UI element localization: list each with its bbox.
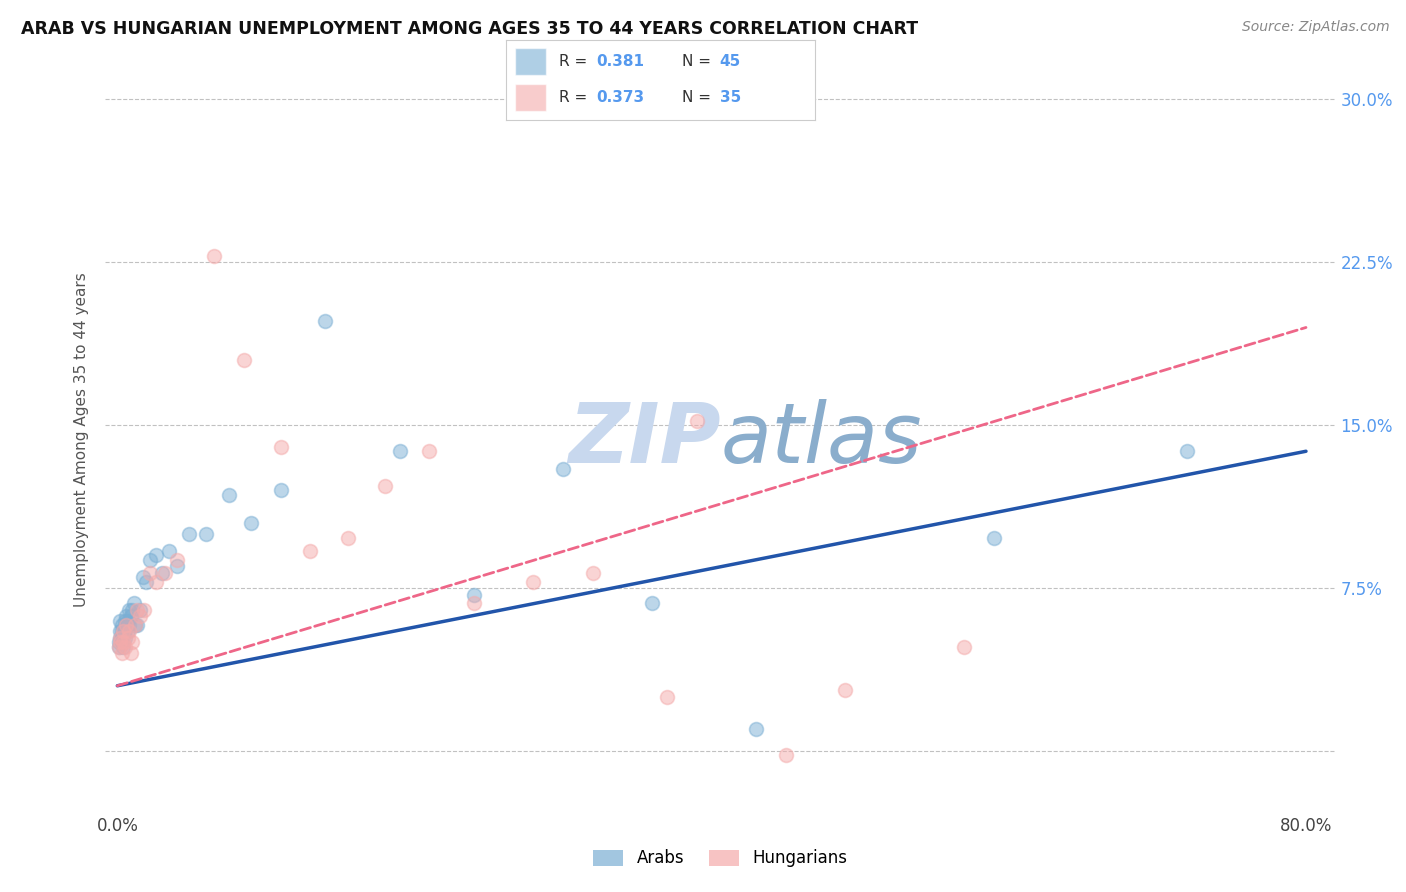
Legend: Arabs, Hungarians: Arabs, Hungarians [586,843,855,874]
Point [112,624,135,639]
Point [834,683,856,698]
Text: 35: 35 [720,89,741,104]
Text: N =: N = [682,89,716,104]
Point [118,603,141,617]
Point [463,588,485,602]
Point [114,631,136,645]
Point [120,646,142,660]
Point [299,544,322,558]
Point [112,635,135,649]
Point [745,722,768,736]
Point [118,618,141,632]
Point [114,640,136,654]
Point [115,618,138,632]
Point [157,544,180,558]
Text: 45: 45 [720,54,741,70]
Text: R =: R = [558,89,592,104]
Point [120,609,142,624]
Point [686,414,709,428]
Point [121,603,143,617]
Point [418,444,440,458]
Point [111,646,134,660]
Y-axis label: Unemployment Among Ages 35 to 44 years: Unemployment Among Ages 35 to 44 years [75,272,90,607]
Point [135,574,157,589]
Point [117,631,139,645]
Point [145,574,167,589]
Point [336,531,359,545]
Text: atlas: atlas [721,399,922,480]
Point [177,526,200,541]
Point [110,631,132,645]
Point [112,629,135,643]
Point [128,609,150,624]
Text: N =: N = [682,54,716,70]
Point [110,635,132,649]
Point [240,516,263,530]
Point [551,461,574,475]
Point [775,748,797,763]
Point [132,603,155,617]
Point [117,624,139,639]
Point [655,690,678,704]
Point [124,618,146,632]
Point [388,444,411,458]
Point [117,614,139,628]
Point [166,559,188,574]
Point [166,553,188,567]
Point [374,479,396,493]
Point [121,635,143,649]
Point [111,618,134,632]
Point [641,596,664,610]
Text: R =: R = [558,54,592,70]
Point [145,549,167,563]
Point [108,640,131,654]
FancyBboxPatch shape [516,85,547,111]
Point [122,596,145,610]
Text: ZIP: ZIP [568,399,721,480]
Point [522,574,544,589]
Text: 0.381: 0.381 [596,54,644,70]
Point [131,570,153,584]
Point [582,566,605,580]
Point [139,566,162,580]
Point [463,596,485,610]
Point [125,618,148,632]
Point [270,440,292,454]
Point [953,640,976,654]
Point [124,618,146,632]
Point [114,614,136,628]
Point [314,314,336,328]
Point [128,603,150,617]
Point [108,640,131,654]
Point [195,526,218,541]
Point [983,531,1005,545]
Point [1175,444,1198,458]
Point [218,488,240,502]
Point [110,614,132,628]
Point [111,624,134,639]
Point [115,609,138,624]
Point [202,249,225,263]
Point [139,553,162,567]
Point [110,631,132,645]
Point [115,618,138,632]
Point [110,624,132,639]
Point [232,353,254,368]
Text: Source: ZipAtlas.com: Source: ZipAtlas.com [1241,20,1389,34]
Point [118,624,141,639]
Point [112,640,135,654]
Text: 0.373: 0.373 [596,89,644,104]
Point [150,566,173,580]
Point [114,624,136,639]
Point [270,483,292,498]
Point [111,635,134,649]
Point [125,603,148,617]
FancyBboxPatch shape [516,48,547,75]
Text: ARAB VS HUNGARIAN UNEMPLOYMENT AMONG AGES 35 TO 44 YEARS CORRELATION CHART: ARAB VS HUNGARIAN UNEMPLOYMENT AMONG AGE… [21,20,918,37]
Point [153,566,176,580]
Point [108,635,131,649]
